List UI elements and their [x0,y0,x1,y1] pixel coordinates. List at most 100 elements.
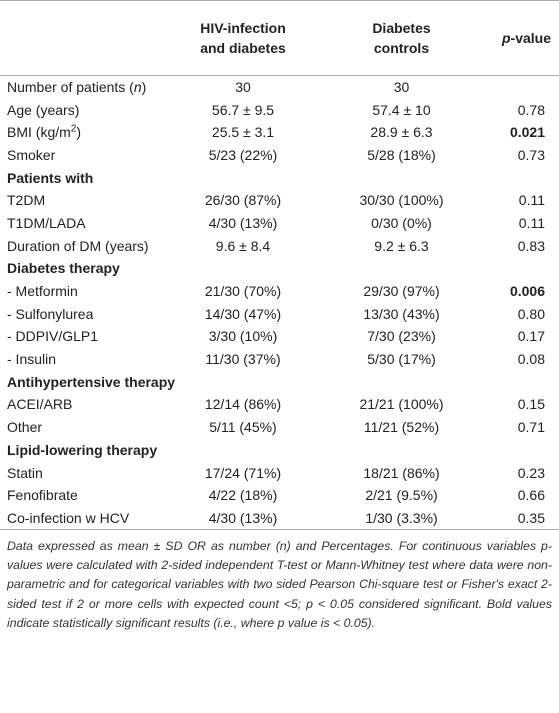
cell-value: 0.35 [517,509,545,526]
cell: 0.08 [485,348,559,371]
cell: 11/30 (37%) [168,348,318,371]
text: -value [510,30,551,46]
header-cell: Diabetes controls [318,0,485,76]
text: ) [141,79,147,96]
row-label: ACEI/ARB [0,393,168,416]
cell-value: 4/30 (13%) [208,509,278,526]
cell-value: 11/21 (52%) [363,419,440,436]
cell-value: 56.7 ± 9.5 [211,101,275,118]
row-label: Fenofibrate [0,484,168,507]
cell: 21/21 (100%) [318,393,485,416]
row-label: Number of patients (n) [0,76,168,99]
cell-value: 1/30 (3.3%) [365,509,438,526]
cell-value: 28.9 ± 6.3 [370,124,433,141]
cell-value: 13/30 (43%) [363,305,440,322]
cell-value: 18/21 (86%) [363,464,440,481]
cell: 18/21 (86%) [318,461,485,484]
cell: 5/30 (17%) [318,348,485,371]
text: Age (years) [7,101,80,118]
row-label: - Metformin [0,280,168,303]
header-row: HIV-infection and diabetes Diabetes control… [0,0,559,76]
row-label: Other [0,416,168,439]
text: T1DM/LADA [7,214,86,231]
cell-value: 0.23 [517,464,545,481]
table-row: BMI (kg/m2) 25.5 ± 3.1 28.9 ± 6.3 0.021 [0,121,559,144]
cell: 0.80 [485,302,559,325]
cell-value: 0.73 [517,146,545,163]
cell [485,76,559,99]
table-row: T2DM 26/30 (87%) 30/30 (100%) 0.11 [0,189,559,212]
cell: 30/30 (100%) [318,189,485,212]
table-row: - Insulin 11/30 (37%) 5/30 (17%) 0.08 [0,348,559,371]
row-label: Co-infection w HCV [0,507,168,530]
text: Other [7,419,43,436]
cell: 29/30 (97%) [318,280,485,303]
cell-value: 0.11 [518,214,545,231]
cell: 1/30 (3.3%) [318,507,485,530]
header-line: HIV-infection [200,20,286,36]
cell: 0.11 [485,189,559,212]
cell-value: 4/22 (18%) [208,487,278,504]
cell: 9.6 ± 8.4 [168,234,318,257]
table-row: Lipid-lowering therapy [0,439,559,462]
footnote: Data expressed as mean ± SD OR as number… [7,538,552,630]
cell: 3/30 (10%) [168,325,318,348]
table-row: Number of patients (n) 30 30 [0,76,559,99]
text: Smoker [7,146,56,163]
table-row: ACEI/ARB 12/14 (86%) 21/21 (100%) 0.15 [0,393,559,416]
cell: 30 [318,76,485,99]
cell: 0.78 [485,98,559,121]
section-label: Diabetes therapy [7,260,120,277]
cell: 4/30 (13%) [168,212,318,235]
cell-value: 2/21 (9.5%) [365,487,438,504]
text: Fenofibrate [7,487,78,504]
cell-value: 0.78 [517,101,545,118]
cell-value: 21/21 (100%) [359,396,444,413]
cell-value: 0/30 (0%) [371,214,432,231]
table-header: HIV-infection and diabetes Diabetes control… [0,0,559,76]
cell: 30 [168,76,318,99]
cell: 11/21 (52%) [318,416,485,439]
cell: 4/30 (13%) [168,507,318,530]
header-line: controls [373,40,430,56]
cell: 0.15 [485,393,559,416]
text: Co-infection w HCV [7,509,130,526]
cell: 0/30 (0%) [318,212,485,235]
cell: 0.35 [485,507,559,530]
table-body: Number of patients (n) 30 30 Age (years) 56.… [0,76,559,530]
cell-value: 0.15 [517,396,545,413]
text: ) [76,124,82,141]
cell-value: 4/30 (13%) [208,214,278,231]
cell: 12/14 (86%) [168,393,318,416]
header-cell: p-value [485,0,559,76]
cell-value: 21/30 (70%) [204,283,282,300]
cell: 13/30 (43%) [318,302,485,325]
cell-value: 30 [235,79,251,96]
text: Number of patients ( [7,79,134,96]
row-label: - Insulin [0,348,168,371]
cell: 0.006 [485,280,559,303]
row-label: - DDPIV/GLP1 [0,325,168,348]
cell-value: 30/30 (100%) [359,192,444,209]
table-row: T1DM/LADA 4/30 (13%) 0/30 (0%) 0.11 [0,212,559,235]
text: - Insulin [7,351,57,368]
cell: 26/30 (87%) [168,189,318,212]
cell-value: 5/23 (22%) [208,146,278,163]
cell: 2/21 (9.5%) [318,484,485,507]
table-row: - DDPIV/GLP1 3/30 (10%) 7/30 (23%) 0.17 [0,325,559,348]
cell-value: 0.08 [517,351,545,368]
text: p [501,30,511,46]
text: - DDPIV/GLP1 [7,328,99,345]
cell: 0.23 [485,461,559,484]
cell-value: 0.17 [517,328,545,345]
cell: 0.73 [485,144,559,167]
header-cell [0,0,168,76]
cell: 5/11 (45%) [168,416,318,439]
cell: 14/30 (47%) [168,302,318,325]
header-line: and diabetes [200,40,286,56]
row-label: Duration of DM (years) [0,234,168,257]
cell: 4/22 (18%) [168,484,318,507]
table-row: - Metformin 21/30 (70%) 29/30 (97%) 0.006 [0,280,559,303]
cell: 5/28 (18%) [318,144,485,167]
cell: 21/30 (70%) [168,280,318,303]
